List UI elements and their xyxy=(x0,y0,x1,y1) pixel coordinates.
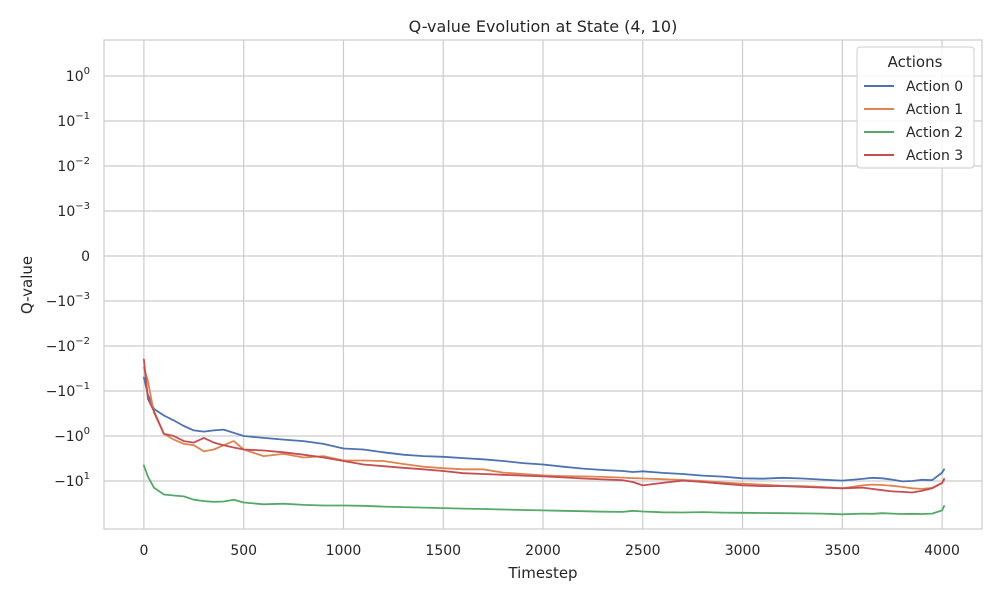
legend-items: Action 0 Action 1 Action 2 Action 3 xyxy=(864,79,963,164)
series-line-0 xyxy=(142,376,945,483)
y-tick-label: −101 xyxy=(54,471,90,490)
y-tick-label: −100 xyxy=(54,426,90,445)
x-tick-label: 4000 xyxy=(924,543,960,559)
y-tick-label: 10−3 xyxy=(57,201,90,220)
series-line-1 xyxy=(142,366,945,490)
y-tick-label: −10−3 xyxy=(46,291,90,310)
x-tick-label: 2000 xyxy=(525,543,561,559)
x-tick-label: 500 xyxy=(230,543,257,559)
series-layer xyxy=(142,358,945,516)
y-tick-label: −10−2 xyxy=(46,336,90,355)
grid-layer xyxy=(104,40,982,529)
legend-title: Actions xyxy=(888,53,943,71)
x-tick-label: 0 xyxy=(139,543,148,559)
x-tick-label: 3000 xyxy=(725,543,761,559)
y-tick-label: 10−1 xyxy=(57,111,90,130)
chart-title: Q-value Evolution at State (4, 10) xyxy=(409,17,678,36)
plot-frame xyxy=(103,39,983,530)
legend-box xyxy=(856,46,975,169)
x-tick-labels: 0 500 1000 1500 2000 2500 3000 3500 4000 xyxy=(139,543,959,559)
y-tick-labels: 100 10−1 10−2 10−3 0 −10−3 −10−2 −10−1 −100 −101 xyxy=(46,66,90,490)
legend-label: Action 2 xyxy=(906,125,963,141)
legend: Actions Action 0 Action 1 Action 2 Action 3 xyxy=(856,46,975,169)
x-tick-label: 3500 xyxy=(824,543,860,559)
legend-label: Action 0 xyxy=(906,79,963,95)
legend-label: Action 1 xyxy=(906,102,963,118)
y-tick-label: 10−2 xyxy=(57,156,90,175)
y-tick-label: −10−1 xyxy=(46,381,90,400)
x-tick-label: 2500 xyxy=(625,543,661,559)
x-tick-label: 1500 xyxy=(425,543,461,559)
legend-label: Action 3 xyxy=(906,148,963,164)
y-tick-label: 0 xyxy=(81,249,90,265)
series-line-2 xyxy=(142,464,945,516)
x-tick-label: 1000 xyxy=(326,543,362,559)
series-line-3 xyxy=(142,358,945,494)
x-axis-label: Timestep xyxy=(507,564,577,582)
y-tick-label: 100 xyxy=(66,66,90,85)
y-axis-label: Q-value xyxy=(18,256,36,314)
